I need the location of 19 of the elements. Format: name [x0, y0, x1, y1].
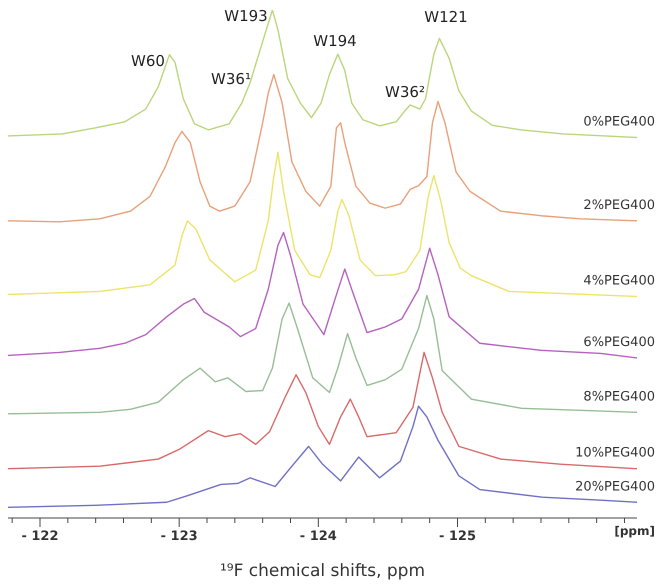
series-label: 0%PEG400: [583, 114, 655, 130]
series-label: 2%PEG400: [583, 198, 655, 213]
annotation: W60: [131, 52, 165, 70]
text: [ppm]: [614, 524, 655, 538]
annotation: W193: [224, 7, 268, 26]
series-label: 6%PEG400: [583, 334, 655, 350]
series-label: 8%PEG400: [583, 389, 655, 404]
annotation: W36²: [385, 83, 425, 102]
x-axis-title: ¹⁹F chemical shifts, ppm: [220, 561, 426, 581]
annotation: W194: [313, 32, 357, 50]
annotation: W36¹: [211, 70, 251, 88]
x-tick-label: - 123: [160, 529, 198, 544]
annotation: W121: [424, 8, 468, 26]
series-label: 10%PEG400: [575, 446, 655, 461]
x-tick-label: - 124: [300, 529, 337, 544]
x-tick-label: - 125: [438, 529, 476, 544]
series-label: 20%PEG400: [575, 479, 655, 494]
series-label: 4%PEG400: [583, 274, 655, 289]
x-tick-label: - 122: [21, 529, 59, 544]
